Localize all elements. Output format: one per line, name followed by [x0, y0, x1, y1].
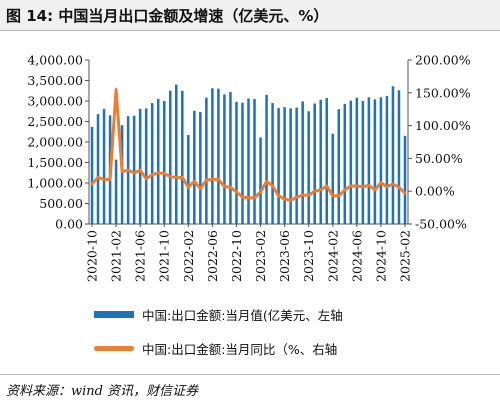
bar-2020-10 [90, 126, 94, 224]
left-tick-label: 3,500.00 [27, 73, 83, 88]
bar-2021-07 [144, 108, 148, 224]
bar-2023-07 [289, 108, 292, 224]
chart-title: 图 14: 中国当月出口金额及增速（亿美元、%） [6, 7, 329, 25]
bar-2023-08 [295, 107, 298, 224]
right-tick-label: 50.00% [415, 151, 463, 166]
left-tick-label: 2,000.00 [27, 135, 83, 150]
legend-swatch-bar [94, 311, 134, 318]
bar-2024-11 [385, 96, 389, 224]
bar-2024-09 [373, 99, 377, 224]
bar-2022-02 [187, 135, 190, 224]
bar-2023-09 [301, 101, 304, 224]
bar-2021-03 [120, 125, 124, 224]
bar-2022-09 [229, 91, 232, 224]
x-tick-label: 2022-10 [229, 230, 244, 282]
x-tick-label: 2025-02 [397, 230, 412, 282]
left-tick-label: 1,000.00 [27, 176, 83, 191]
bar-2022-12 [247, 98, 250, 224]
x-tick-label: 2024-10 [373, 230, 388, 282]
combo-chart: 0.00 500.00 1,000.00 1,500.00 2,000.00 2,500.… [27, 53, 470, 282]
bar-2023-05 [277, 107, 280, 224]
source-note: 资料来源：wind 资讯，财信证券 [6, 384, 199, 399]
bar-2024-06 [355, 97, 359, 224]
title-bar: 图 14: 中国当月出口金额及增速（亿美元、%） [0, 0, 500, 31]
right-tick-label: 200.00% [415, 53, 471, 68]
footer-divider [0, 374, 500, 375]
bar-2020-12 [102, 108, 106, 224]
legend-item-line: 中国:出口金额:当月同比（%、右轴 [94, 336, 424, 370]
x-tick-label: 2021-06 [133, 230, 148, 282]
left-tick-label: 2,500.00 [27, 114, 83, 129]
bar-2021-12 [175, 84, 178, 224]
right-tick-label: 100.00% [415, 118, 471, 133]
legend-label-bar: 中国:出口金额:当月值(亿美元、左轴 [142, 308, 343, 323]
x-tick-label: 2024-02 [325, 230, 340, 282]
bar-2024-08 [367, 97, 371, 224]
left-tick-label: 500.00 [39, 196, 83, 211]
right-tick-label: 0.00% [415, 184, 455, 199]
left-tick-label: 3,000.00 [27, 94, 83, 109]
axes: 0.00 500.00 1,000.00 1,500.00 2,000.00 2,500.… [27, 53, 470, 282]
bar-2023-12 [319, 99, 322, 224]
bar-2024-03 [337, 109, 341, 224]
bar-2024-12 [391, 86, 395, 225]
x-tick-label: 2022-06 [205, 230, 220, 282]
bar-2023-02 [259, 137, 262, 224]
bar-2023-10 [307, 111, 310, 224]
legend-item-bar: 中国:出口金额:当月值(亿美元、左轴 [94, 302, 424, 336]
bar-2020-11 [96, 114, 100, 224]
bar-2024-01 [325, 98, 329, 224]
bar-2024-10 [379, 97, 383, 224]
bar-2021-08 [150, 103, 154, 224]
bar-2024-07 [361, 101, 365, 224]
bar-2021-02 [114, 159, 118, 224]
bar-2023-04 [271, 103, 274, 224]
bar-2021-09 [156, 98, 160, 224]
bar-2022-04 [199, 112, 202, 224]
bar-2023-11 [313, 103, 316, 224]
bar-2023-01 [253, 98, 256, 224]
line-series [90, 88, 407, 202]
x-tick-label: 2023-06 [277, 230, 292, 282]
left-tick-label: 0.00 [55, 217, 83, 232]
bar-2025-02 [403, 135, 407, 224]
bar-2023-03 [265, 94, 268, 224]
bar-2022-07 [217, 88, 220, 224]
legend-label-line: 中国:出口金额:当月同比（%、右轴 [142, 342, 338, 357]
bar-2022-10 [235, 101, 238, 224]
bar-2024-04 [343, 103, 347, 224]
bar-2025-01 [397, 90, 401, 224]
bar-2021-05 [132, 115, 136, 224]
right-tick-label: -50.00% [415, 217, 467, 232]
legend: 中国:出口金额:当月值(亿美元、左轴 中国:出口金额:当月同比（%、右轴 [94, 302, 424, 370]
x-tick-label: 2022-02 [181, 230, 196, 282]
bar-2021-11 [168, 90, 172, 224]
bar-2022-03 [193, 110, 196, 224]
x-tick-label: 2023-02 [253, 230, 268, 282]
bar-2022-06 [211, 88, 214, 224]
bar-series [90, 84, 407, 225]
x-tick-label: 2023-10 [301, 230, 316, 282]
legend-swatch-line [94, 346, 134, 351]
x-tick-label: 2020-10 [85, 230, 100, 282]
bar-2024-05 [349, 100, 353, 224]
x-tick-label: 2024-06 [349, 230, 364, 282]
x-tick-label: 2021-02 [109, 230, 124, 282]
bar-2024-02 [331, 133, 335, 224]
left-tick-label: 4,000.00 [27, 53, 83, 68]
bar-2022-05 [205, 97, 208, 224]
bar-2021-10 [162, 101, 166, 224]
bar-2021-06 [138, 108, 142, 224]
x-tick-label: 2021-10 [157, 230, 172, 282]
right-tick-label: 150.00% [415, 85, 471, 100]
bar-2022-01 [181, 90, 184, 224]
bar-2022-11 [241, 102, 244, 224]
bar-2023-06 [283, 107, 286, 224]
bar-2022-08 [223, 94, 226, 224]
left-tick-label: 1,500.00 [27, 155, 83, 170]
